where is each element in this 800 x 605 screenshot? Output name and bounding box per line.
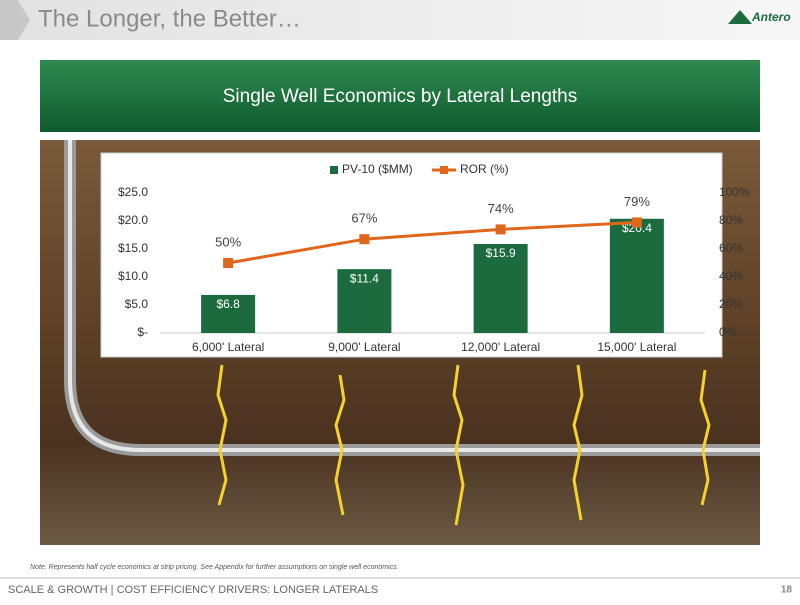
y2-tick-label: 80%: [719, 213, 743, 227]
y-tick-label: $15.0: [118, 241, 148, 255]
y-tick-label: $25.0: [118, 185, 148, 199]
page-number: 18: [781, 585, 793, 596]
line: [227, 220, 637, 265]
plot: $- $5.0 $10.0 $15.0 $20.0 $25.0 0% 20% 40% 60% 80%…: [118, 162, 750, 354]
header-bar: [0, 0, 800, 40]
y-tick-label: $10.0: [118, 269, 148, 283]
y2-tick-label: 20%: [719, 297, 743, 311]
fractures: [216, 364, 711, 526]
bar: [201, 294, 256, 333]
y2-tick-label: 0%: [719, 325, 737, 339]
bar-value-label: $6.8: [216, 297, 240, 311]
x-tick-label: 15,000' Lateral: [597, 340, 676, 354]
slide-title: The Longer, the Better…: [38, 5, 301, 32]
footer: SCALE & GROWTH | COST EFFICIENCY DRIVERS…: [8, 584, 378, 596]
logo-text: Antero: [751, 10, 791, 24]
y2-tick-label: 40%: [719, 269, 743, 283]
legend-label: PV-10 ($MM): [342, 162, 413, 176]
legend-label: ROR (%): [460, 162, 509, 176]
legend-swatch-marker: [440, 166, 448, 174]
bar: [473, 243, 528, 333]
line-marker: [495, 224, 506, 235]
x-tick-label: 9,000' Lateral: [328, 340, 400, 354]
y-tick-label: $5.0: [125, 297, 149, 311]
note: Note: Represents half cycle economics at…: [30, 564, 399, 571]
line-value-label: 67%: [351, 211, 377, 226]
bar-value-label: $15.9: [486, 246, 516, 260]
bar-value-label: $11.4: [350, 271, 379, 285]
bar: [609, 218, 664, 333]
y-tick-label: $20.0: [118, 213, 148, 227]
legend-swatch: [330, 166, 338, 174]
y-tick-label: $-: [137, 325, 148, 339]
logo-mark: [728, 10, 752, 24]
line-marker: [631, 217, 642, 228]
x-tick-label: 6,000' Lateral: [192, 340, 264, 354]
x-tick-label: 12,000' Lateral: [461, 340, 540, 354]
y2-tick-label: 100%: [719, 185, 750, 199]
bar-value-label: $20.4: [622, 221, 652, 235]
line-marker: [223, 258, 234, 268]
line-value-label: 74%: [488, 201, 514, 216]
y2-tick-label: 60%: [719, 241, 743, 255]
chart-banner: [40, 60, 760, 132]
chart-title: Single Well Economics by Lateral Lengths: [223, 86, 578, 107]
line-value-label: 79%: [624, 194, 650, 209]
line-value-label: 50%: [215, 234, 241, 249]
wellbore: [64, 140, 760, 456]
line-marker: [359, 234, 370, 245]
bar: [337, 269, 392, 333]
header-chevron: [0, 0, 30, 40]
